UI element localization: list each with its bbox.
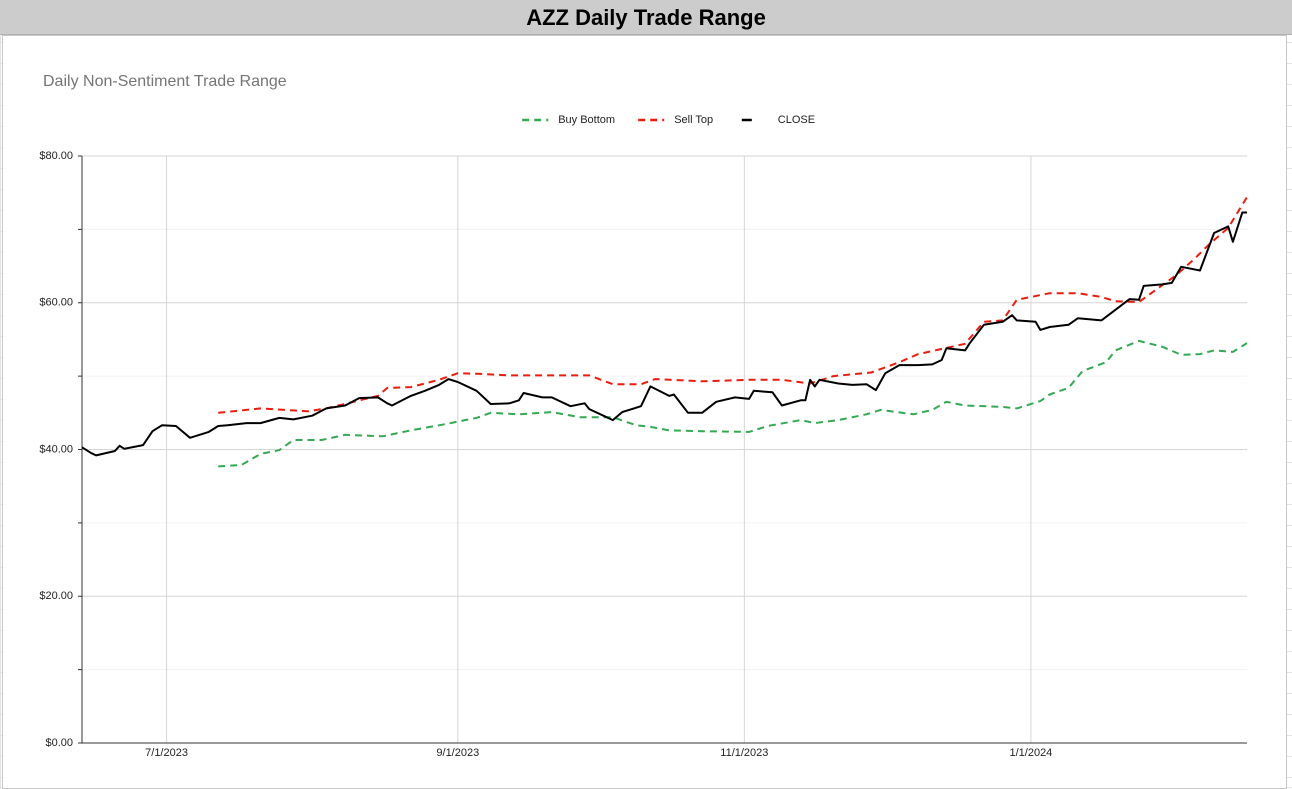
x-tick-label: 9/1/2023 (436, 747, 479, 759)
y-tick-label: $20.00 (39, 590, 73, 602)
series-line (218, 339, 1248, 468)
x-tick-label: 11/1/2023 (720, 747, 768, 759)
x-tick-label: 7/1/2023 (145, 747, 188, 759)
legend-label: CLOSE (778, 114, 815, 126)
y-tick-label: $60.00 (39, 297, 73, 309)
x-tick-label: 1/1/2024 (1009, 747, 1052, 759)
chart-title: Daily Non-Sentiment Trade Range (43, 73, 287, 90)
legend-label: Buy Bottom (558, 114, 615, 126)
chart-panel (2, 35, 1287, 789)
series-line (81, 211, 1247, 457)
y-tick-label: $0.00 (45, 737, 73, 749)
sheet-title: AZZ Daily Trade Range (0, 0, 1292, 35)
y-tick-label: $40.00 (39, 443, 73, 455)
y-tick-label: $80.00 (39, 150, 73, 162)
legend-label: Sell Top (674, 114, 713, 126)
